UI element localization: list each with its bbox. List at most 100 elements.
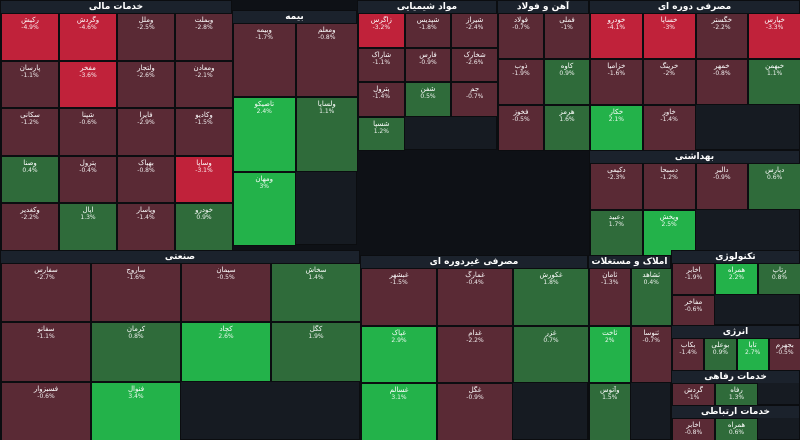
stock-tile[interactable]: غپاک 2.9%	[361, 325, 437, 384]
stock-tile[interactable]: اخابر -1.9%	[672, 263, 715, 295]
stock-tile[interactable]: وکادیو -1.5%	[175, 108, 233, 156]
stock-tile[interactable]: غکورش 1.8%	[513, 268, 589, 326]
stock-tile[interactable]: ساروج -1.6%	[91, 263, 181, 323]
stock-tile[interactable]: بوعلی 0.9%	[704, 338, 737, 371]
stock-tile[interactable]: وساپا -3.1%	[175, 155, 233, 204]
stock-tile[interactable]: ثشاهد 0.4%	[630, 268, 672, 326]
stock-tile[interactable]: فخوز -0.5%	[498, 105, 544, 151]
stock-symbol: وصنا	[23, 158, 37, 167]
stock-tile[interactable]: وملل -2.5%	[117, 13, 175, 61]
stock-tile[interactable]: شپنا -0.6%	[59, 108, 117, 156]
stock-tile[interactable]: تابا 2.7%	[736, 338, 769, 371]
stock-tile[interactable]: شپدیس -1.8%	[404, 13, 452, 48]
stock-tile[interactable]: خاور -1.4%	[642, 105, 696, 151]
stock-tile[interactable]: رتاپ 0.8%	[758, 263, 800, 295]
stock-tile[interactable]: ومعادن -2.1%	[175, 60, 233, 109]
stock-tile[interactable]: پترول -0.4%	[59, 155, 117, 204]
stock-tile[interactable]: سیمان -0.5%	[181, 263, 271, 323]
stock-tile[interactable]: گردش -1%	[672, 383, 715, 406]
stock-tile[interactable]: خودرو -4.1%	[590, 13, 643, 59]
stock-tile[interactable]: اخابر -0.8%	[672, 418, 715, 440]
stock-tile[interactable]: فایرا -2.9%	[117, 108, 175, 156]
stock-tile[interactable]: کگل 1.9%	[271, 322, 361, 382]
stock-tile[interactable]: کاوه 0.9%	[544, 59, 590, 105]
stock-tile[interactable]: فسبزوار -0.6%	[1, 381, 91, 440]
stock-tile[interactable]: وگردش -4.6%	[59, 13, 117, 61]
stock-tile[interactable]: رکیش -4.9%	[1, 13, 59, 61]
sector-title: بیمه	[233, 11, 356, 23]
stock-tile[interactable]: خساپا -3%	[642, 13, 696, 59]
stock-tile[interactable]: خودرو 0.9%	[175, 203, 233, 251]
stock-tile[interactable]: غسالم 3.1%	[361, 383, 437, 440]
stock-tile[interactable]: جم -0.7%	[451, 82, 498, 117]
stock-tile[interactable]: خکار 2.1%	[590, 105, 643, 151]
stock-tile[interactable]: هرمز 1.6%	[544, 105, 590, 151]
stock-tile[interactable]: ومهان 3%	[233, 171, 296, 246]
stock-tile[interactable]: شاراک -1.1%	[358, 47, 405, 82]
stock-tile[interactable]: فولاد -0.7%	[498, 13, 544, 59]
stock-tile[interactable]: دکیمی -2.3%	[590, 163, 643, 210]
stock-tile[interactable]: تاصیکو 2.4%	[233, 97, 296, 172]
stock-tile[interactable]: غبشهر -1.5%	[361, 268, 437, 326]
stock-symbol: پترول	[373, 85, 390, 93]
stock-tile[interactable]: خمهر -0.8%	[695, 59, 749, 105]
stock-symbol: وکغدیر	[20, 206, 40, 215]
stock-tile[interactable]: شفن 0.5%	[404, 82, 452, 117]
stock-tile[interactable]: همراه 2.2%	[715, 263, 758, 295]
stock-tile[interactable]: بجهرم -0.5%	[768, 338, 800, 371]
stock-tile[interactable]: وآتوس 1.5%	[589, 383, 631, 440]
stock-tile[interactable]: پترول -1.4%	[358, 82, 405, 117]
stock-tile[interactable]: خرینگ -2%	[642, 59, 696, 105]
stock-tile[interactable]: غمارگ -0.4%	[437, 268, 513, 326]
stock-tile[interactable]: وپاسار -1.4%	[117, 203, 175, 251]
stock-tile[interactable]: ثنوسا -0.7%	[630, 325, 672, 384]
stock-tile[interactable]: شخارک -2.6%	[451, 47, 498, 82]
stock-tile[interactable]: ولتجار -2.6%	[117, 60, 175, 109]
stock-tile[interactable]: فنوال 3.4%	[91, 381, 181, 440]
stock-change-percent: -1.3%	[601, 279, 619, 286]
stock-tile[interactable]: دسبحا -1.2%	[642, 163, 696, 210]
stock-tile[interactable]: وکغدیر -2.2%	[1, 203, 59, 251]
stock-tile[interactable]: فارس -0.9%	[404, 47, 452, 82]
stock-tile[interactable]: سفانو -1.1%	[1, 322, 91, 382]
stock-tile[interactable]: دالبر -0.9%	[695, 163, 749, 210]
stock-tile[interactable]: خپارس -3.3%	[748, 13, 800, 59]
sector-title: خدمات مالی	[1, 1, 231, 13]
stock-tile[interactable]: ومعلم -0.8%	[295, 23, 358, 98]
stock-tile[interactable]: اپال 1.3%	[59, 203, 117, 251]
stock-tile[interactable]: کرمان 0.8%	[91, 322, 181, 382]
stock-tile[interactable]: وصنا 0.4%	[1, 155, 59, 204]
stock-tile[interactable]: مفاخر -0.6%	[672, 294, 715, 326]
stock-tile[interactable]: ذوب -1.9%	[498, 59, 544, 105]
stock-tile[interactable]: دپارس 0.6%	[748, 163, 800, 210]
stock-tile[interactable]: وپخش 2.5%	[642, 209, 696, 256]
stock-tile[interactable]: زاگرس -3.2%	[358, 13, 405, 48]
stock-tile[interactable]: خبهمن 1.1%	[748, 59, 800, 105]
stock-tile[interactable]: سکانی -1.2%	[1, 108, 59, 156]
stock-tile[interactable]: خگستر -2.2%	[695, 13, 749, 59]
stock-tile[interactable]: فملی -1%	[544, 13, 590, 59]
stock-tile[interactable]: بهپاک -0.8%	[117, 155, 175, 204]
stock-tile[interactable]: دعبید 1.7%	[590, 209, 643, 256]
stock-tile[interactable]: غدام -2.2%	[437, 325, 513, 384]
stock-tile[interactable]: پارسان -1.1%	[1, 60, 59, 109]
stock-tile[interactable]: رفاه 1.3%	[715, 383, 758, 406]
stock-tile[interactable]: سخاش 1.4%	[271, 263, 361, 323]
stock-tile[interactable]: خزامیا -1.6%	[590, 59, 643, 105]
stock-tile[interactable]: ولساپا 1.1%	[295, 97, 358, 172]
stock-tile[interactable]: شسپا 1.2%	[358, 116, 405, 151]
stock-tile[interactable]: وبملت -2.8%	[175, 13, 233, 61]
stock-tile[interactable]: ثاخت 2%	[589, 325, 631, 384]
stock-tile[interactable]: همراه 0.6%	[715, 418, 758, 440]
stock-tile[interactable]: غزر 0.7%	[513, 325, 589, 384]
stock-tile[interactable]: ثامان -1.3%	[589, 268, 631, 326]
stock-change-percent: 1.7%	[608, 220, 624, 228]
stock-tile[interactable]: وبیمه -1.7%	[233, 23, 296, 98]
stock-change-percent: -0.6%	[684, 305, 703, 313]
stock-tile[interactable]: شیراز -2.4%	[451, 13, 498, 48]
stock-tile[interactable]: غگل -0.9%	[437, 383, 513, 440]
stock-tile[interactable]: بکاب -1.4%	[672, 338, 705, 371]
stock-tile[interactable]: سفارس -2.7%	[1, 263, 91, 323]
stock-tile[interactable]: مفخر -3.6%	[59, 60, 117, 109]
stock-tile[interactable]: کچاد 2.6%	[181, 322, 271, 382]
